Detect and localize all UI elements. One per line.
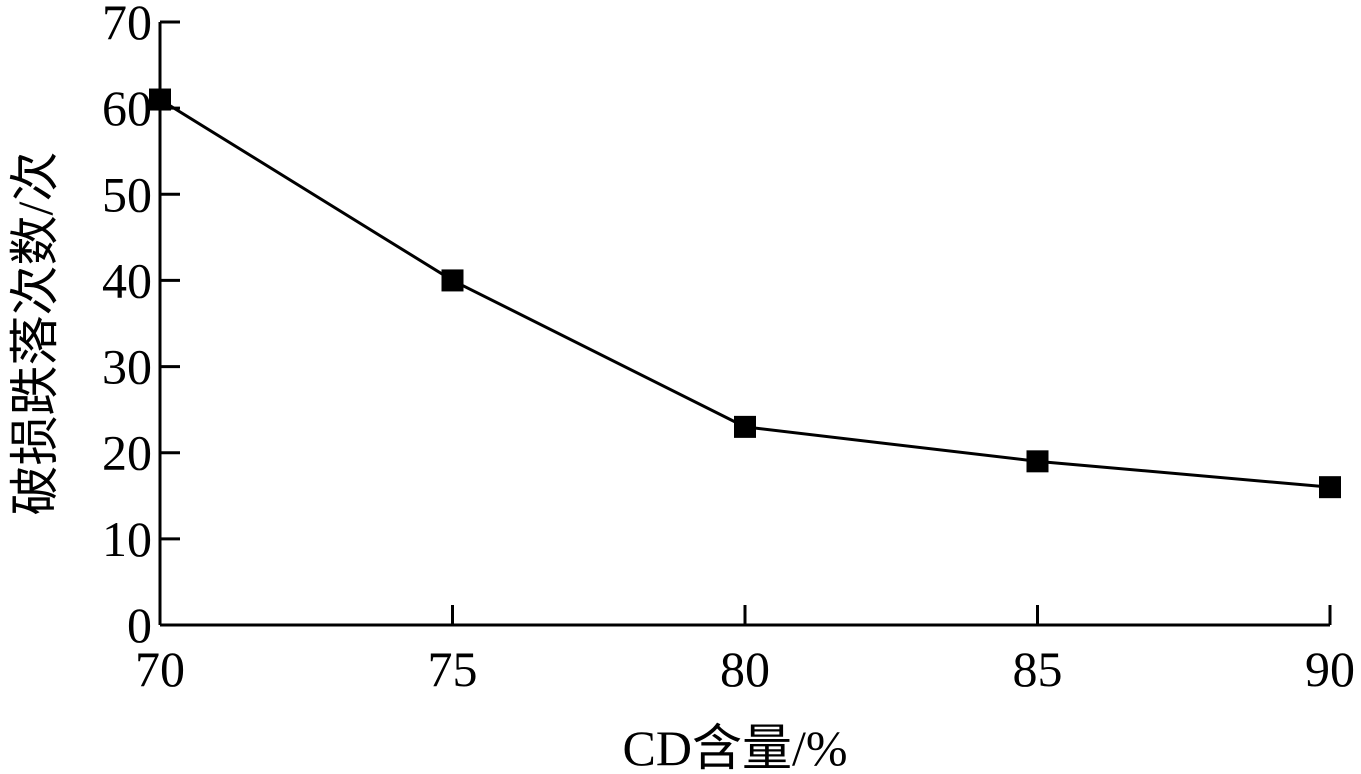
y-tick-label: 70 bbox=[102, 0, 152, 50]
y-axis-title: 破损跌落次数/次 bbox=[7, 152, 63, 516]
x-tick-label: 80 bbox=[720, 641, 770, 697]
series bbox=[149, 88, 1341, 499]
x-axis-title: CD含量/% bbox=[623, 720, 848, 774]
x-tick-label: 70 bbox=[135, 641, 185, 697]
labels: CD含量/% 破损跌落次数/次 0 10 20 30 40 50 60 70 70 75 80 85 9… bbox=[7, 0, 1355, 774]
x-tick-label: 75 bbox=[428, 641, 478, 697]
data-point-marker bbox=[149, 88, 171, 111]
axes bbox=[158, 20, 1332, 627]
y-tick-label: 30 bbox=[102, 339, 152, 395]
x-tick-label: 90 bbox=[1305, 641, 1355, 697]
y-tick-label: 50 bbox=[102, 166, 152, 222]
y-tick-label: 20 bbox=[102, 425, 152, 481]
y-tick-label: 0 bbox=[127, 597, 152, 653]
y-tick-label: 60 bbox=[102, 80, 152, 136]
data-point-marker bbox=[1319, 476, 1341, 499]
data-point-marker bbox=[441, 269, 464, 292]
x-tick-label: 85 bbox=[1013, 641, 1063, 697]
data-point-marker bbox=[734, 415, 756, 438]
y-tick-label: 40 bbox=[102, 252, 152, 308]
data-point-marker bbox=[1026, 450, 1049, 473]
y-tick-label: 10 bbox=[102, 511, 152, 567]
